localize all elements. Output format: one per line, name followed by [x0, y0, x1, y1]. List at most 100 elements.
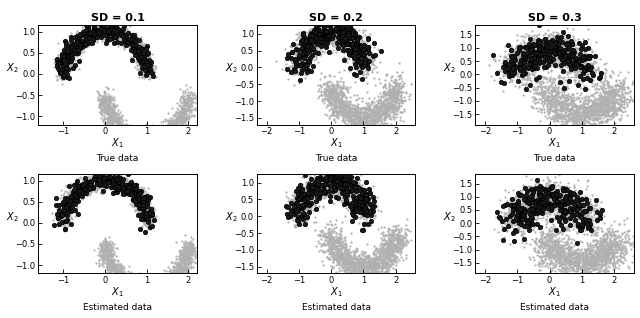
Point	[341, 110, 351, 115]
Point	[128, 37, 138, 42]
Point	[540, 187, 550, 192]
Point	[572, 113, 582, 118]
Point	[561, 45, 571, 50]
Point	[353, 111, 363, 116]
Point	[599, 239, 609, 245]
Point	[138, 202, 148, 207]
Point	[554, 251, 564, 256]
Point	[385, 244, 395, 249]
Point	[545, 45, 555, 50]
Point	[114, 182, 124, 187]
Point	[95, 35, 106, 40]
Point	[72, 52, 83, 57]
Point	[524, 200, 534, 205]
Point	[292, 58, 302, 63]
Point	[358, 252, 369, 257]
Point	[557, 194, 568, 199]
Point	[557, 61, 567, 66]
Point	[79, 31, 89, 36]
Point	[622, 228, 632, 233]
Point	[380, 253, 390, 258]
Point	[376, 100, 387, 105]
Point	[126, 191, 136, 197]
Point	[610, 233, 620, 238]
Point	[584, 109, 595, 114]
Point	[294, 191, 304, 196]
Point	[173, 118, 184, 123]
Point	[577, 66, 587, 71]
Point	[169, 266, 179, 272]
Point	[343, 109, 353, 114]
Point	[511, 204, 522, 209]
Point	[305, 193, 316, 198]
Point	[563, 42, 573, 47]
Point	[523, 212, 533, 217]
Point	[326, 244, 337, 249]
Point	[348, 184, 358, 190]
Point	[570, 216, 580, 221]
Point	[122, 279, 132, 284]
Point	[324, 24, 334, 29]
Point	[92, 35, 102, 40]
Point	[148, 286, 159, 291]
Point	[564, 52, 575, 58]
Point	[70, 186, 81, 191]
Point	[70, 193, 80, 198]
Point	[313, 31, 323, 36]
Point	[564, 189, 574, 194]
Point	[563, 102, 573, 107]
Point	[326, 30, 336, 35]
Point	[173, 272, 184, 277]
Point	[566, 91, 577, 96]
Point	[591, 259, 602, 264]
Point	[310, 190, 320, 196]
Point	[513, 213, 523, 218]
Point	[342, 180, 353, 185]
Point	[550, 63, 560, 68]
Point	[340, 174, 350, 179]
Point	[347, 41, 357, 46]
Point	[145, 211, 155, 216]
Point	[288, 57, 298, 62]
Point	[566, 209, 576, 214]
Point	[74, 191, 84, 197]
Point	[522, 65, 532, 70]
Point	[604, 245, 614, 250]
Point	[296, 67, 307, 73]
Point	[577, 256, 588, 261]
Point	[513, 53, 524, 58]
Point	[534, 239, 544, 244]
Point	[346, 259, 356, 265]
Point	[546, 248, 556, 253]
Point	[299, 65, 309, 70]
Point	[539, 89, 549, 94]
Point	[369, 114, 380, 120]
Point	[295, 58, 305, 63]
Point	[128, 187, 138, 192]
Point	[364, 274, 374, 280]
Point	[124, 38, 134, 43]
Point	[508, 51, 518, 56]
Point	[128, 30, 138, 35]
Point	[355, 265, 365, 270]
Point	[557, 253, 568, 258]
Point	[548, 245, 558, 250]
Point	[181, 108, 191, 114]
Point	[551, 91, 561, 96]
Point	[574, 104, 584, 109]
Point	[568, 99, 579, 104]
Point	[99, 183, 109, 188]
Point	[531, 237, 541, 242]
Point	[140, 128, 150, 133]
Point	[535, 189, 545, 194]
Point	[324, 92, 335, 97]
Point	[355, 35, 365, 40]
Point	[518, 205, 529, 210]
Point	[344, 188, 354, 193]
Point	[606, 93, 616, 98]
Point	[98, 100, 108, 105]
Point	[556, 55, 566, 60]
Point	[143, 203, 154, 208]
Point	[322, 43, 332, 48]
Point	[357, 261, 367, 266]
